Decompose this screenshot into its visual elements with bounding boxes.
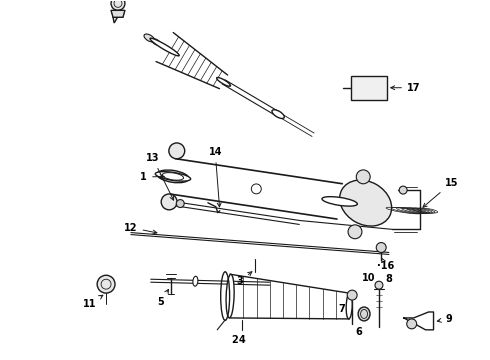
Circle shape — [356, 170, 370, 184]
Text: 12: 12 — [124, 222, 157, 234]
Text: 1: 1 — [141, 172, 164, 182]
Ellipse shape — [144, 34, 155, 42]
Text: 11: 11 — [82, 295, 103, 309]
Ellipse shape — [217, 77, 230, 86]
Text: 9: 9 — [437, 314, 452, 324]
Text: 2: 2 — [232, 335, 239, 345]
Text: 14: 14 — [208, 147, 222, 207]
Ellipse shape — [162, 172, 184, 180]
Circle shape — [375, 281, 383, 289]
Circle shape — [376, 243, 386, 252]
Text: 3: 3 — [237, 272, 252, 286]
Circle shape — [348, 225, 362, 239]
Text: 13: 13 — [146, 153, 173, 200]
Text: ·16: ·16 — [377, 258, 394, 271]
Circle shape — [169, 143, 185, 159]
Text: 6: 6 — [356, 327, 363, 337]
Text: 10: 10 — [362, 273, 376, 283]
Circle shape — [399, 186, 407, 194]
Circle shape — [111, 0, 125, 10]
Circle shape — [176, 199, 184, 207]
Text: 8: 8 — [386, 274, 392, 284]
Text: 5: 5 — [157, 289, 169, 307]
Circle shape — [251, 184, 261, 194]
Ellipse shape — [322, 197, 357, 206]
Circle shape — [97, 275, 115, 293]
Ellipse shape — [358, 307, 370, 321]
Ellipse shape — [346, 293, 352, 319]
Text: 4: 4 — [239, 335, 245, 345]
Ellipse shape — [150, 38, 179, 56]
Text: 17: 17 — [391, 83, 420, 93]
Ellipse shape — [155, 172, 191, 181]
Polygon shape — [111, 10, 125, 17]
Ellipse shape — [157, 170, 189, 183]
Ellipse shape — [226, 274, 234, 318]
Ellipse shape — [272, 110, 284, 118]
Ellipse shape — [340, 180, 392, 226]
Text: 15: 15 — [423, 178, 458, 207]
Polygon shape — [113, 14, 123, 23]
Bar — [351, 76, 387, 100]
Text: 7: 7 — [339, 304, 345, 314]
Ellipse shape — [193, 276, 198, 286]
Circle shape — [347, 290, 357, 300]
Circle shape — [161, 194, 177, 210]
Ellipse shape — [151, 39, 160, 45]
Circle shape — [407, 319, 416, 329]
